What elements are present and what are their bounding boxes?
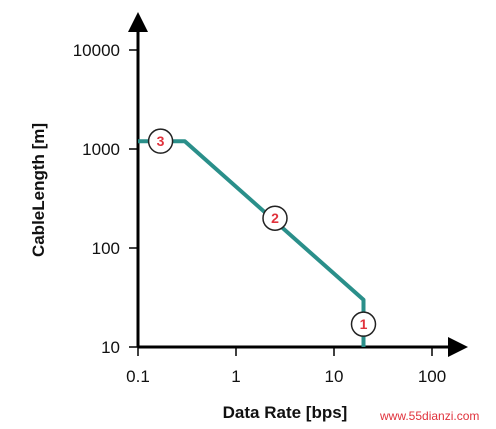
x-tick-label: 0.1 xyxy=(126,367,150,386)
y-axis-title: CableLength [m] xyxy=(29,123,48,257)
y-tick-label: 10 xyxy=(101,338,120,357)
markers: 1 2 3 xyxy=(147,128,377,337)
marker-3-circle xyxy=(147,128,174,154)
y-axis-arrow xyxy=(128,12,148,32)
marker-1-label: 1 xyxy=(360,316,368,332)
x-tick-label: 100 xyxy=(418,367,446,386)
x-tick-label: 1 xyxy=(231,367,240,386)
axes xyxy=(128,12,468,357)
series-layer xyxy=(138,139,366,347)
x-tick-label: 10 xyxy=(325,367,344,386)
watermark-text: www.55dianzi.com xyxy=(379,409,479,423)
marker-1-circle xyxy=(350,311,377,337)
marker-2-circle xyxy=(262,205,288,231)
y-tick-label: 100 xyxy=(92,239,120,258)
series-line xyxy=(138,139,366,347)
x-axis-arrow xyxy=(448,337,468,357)
y-tick-label: 1000 xyxy=(82,140,120,159)
y-tick-label: 10000 xyxy=(73,41,120,60)
marker-2-label: 2 xyxy=(271,210,279,226)
x-axis-title: Data Rate [bps] xyxy=(223,403,348,422)
ticks: 0.1 1 10 100 10 100 1000 10000 xyxy=(73,41,446,386)
marker-3-label: 3 xyxy=(157,133,165,149)
